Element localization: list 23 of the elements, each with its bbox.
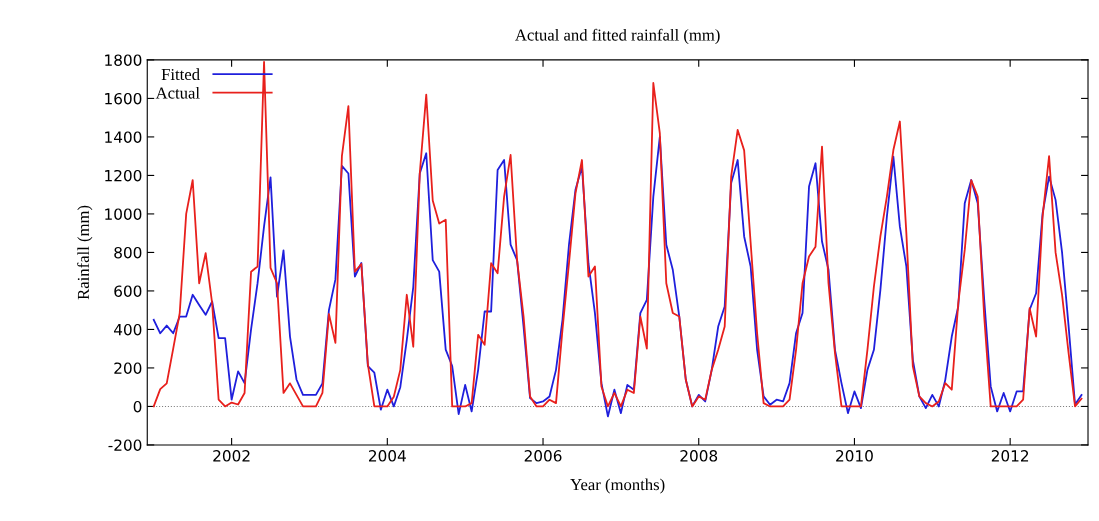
y-tick-label: 1600: [105, 92, 142, 105]
y-tick-label: 400: [113, 323, 142, 336]
x-tick-label: 2006: [524, 450, 562, 462]
y-tick-label: 1000: [105, 208, 142, 220]
x-tick-label: 2008: [680, 450, 718, 462]
legend-label: Fitted: [161, 68, 200, 81]
y-tick-label: 600: [114, 285, 142, 297]
y-tick-label: 1200: [105, 169, 142, 182]
x-tick-label: 2002: [213, 450, 250, 462]
y-tick-label: -200: [108, 439, 142, 451]
x-tick-label: 2004: [369, 450, 406, 462]
y-tick-label: 0: [133, 400, 142, 413]
x-tick-label: 2010: [836, 450, 873, 462]
line-series: [152, 60, 1083, 408]
chart-title: Actual and fitted rainfall (mm): [515, 28, 720, 45]
y-tick-label: 200: [114, 362, 142, 374]
x-tick-label: 2012: [991, 450, 1029, 462]
y-tick-label: 1800: [105, 54, 142, 66]
y-axis-title: Rainfall (mm): [77, 205, 93, 300]
y-tick-label: 800: [114, 246, 142, 259]
x-axis-title: Year (months): [570, 478, 665, 494]
legend-label: Actual: [155, 86, 200, 99]
y-tick-label: 1400: [105, 131, 142, 143]
